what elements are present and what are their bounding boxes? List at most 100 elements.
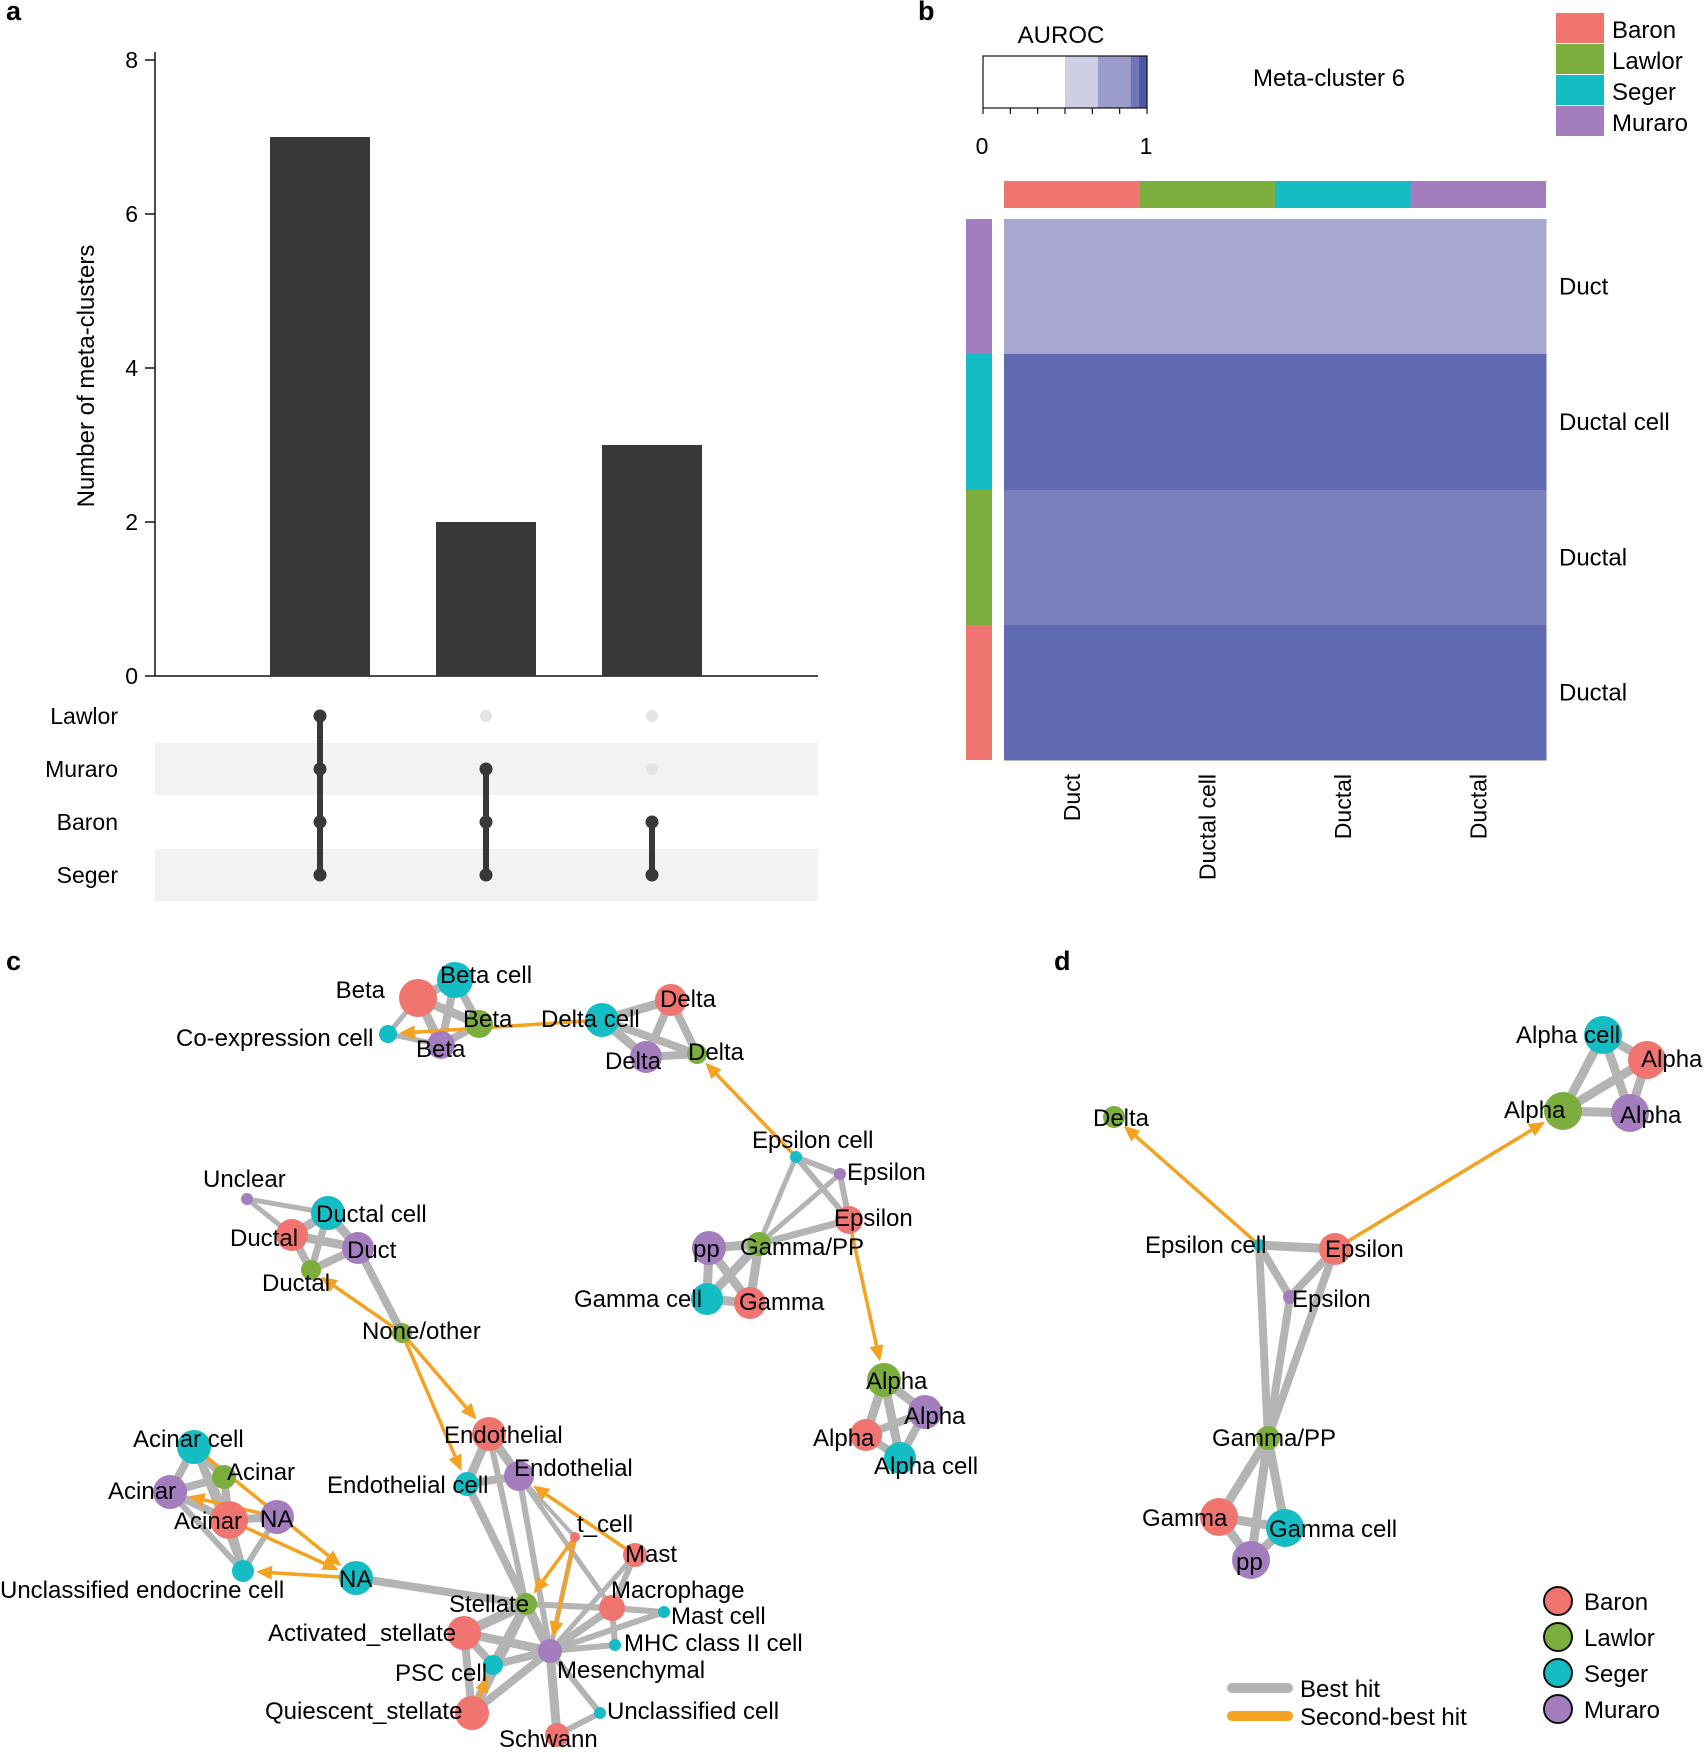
heatmap-cell: [1004, 354, 1140, 491]
best-hit-edge: [547, 1609, 667, 1654]
network-node: [867, 1363, 901, 1397]
node-label: pp: [1236, 1549, 1263, 1576]
network-node: [1266, 1509, 1304, 1547]
network-node: [260, 1500, 294, 1534]
y-tick-label: 8: [125, 47, 138, 73]
node-label: Co-expression cell: [176, 1025, 373, 1052]
second-hit-edge: [545, 1493, 636, 1557]
legend-label: Seger: [1612, 79, 1676, 106]
best-hit-edge: [756, 1154, 799, 1247]
best-hit-edge: [167, 1489, 246, 1574]
second-hit-edge: [541, 1535, 577, 1582]
node-label: Epsilon: [847, 1159, 926, 1186]
node-label: Alpha: [1504, 1097, 1566, 1124]
legend-label: Muraro: [1612, 110, 1688, 137]
y-tick-label: 6: [125, 201, 138, 227]
node-label: Gamma/PP: [1212, 1425, 1336, 1452]
node-label: Epsilon: [1325, 1236, 1404, 1263]
matrix-dot-filled: [479, 762, 493, 776]
second-hit-edge: [554, 1536, 577, 1623]
best-hit-edge: [547, 1552, 638, 1654]
node-label: Acinar: [174, 1508, 242, 1535]
best-hit-edge: [523, 1601, 667, 1615]
network-node: [455, 1472, 479, 1496]
node-label: Epsilon cell: [752, 1127, 873, 1154]
network-node: [437, 962, 473, 998]
node-label: Gamma/PP: [740, 1234, 864, 1261]
node-label: Epsilon cell: [1145, 1232, 1266, 1259]
y-tick-label: 0: [125, 663, 138, 689]
network-node: [1319, 1233, 1351, 1265]
node-label: Epsilon: [834, 1205, 913, 1232]
node-label: Unclear: [203, 1166, 286, 1193]
matrix-dot-filled: [479, 815, 493, 829]
node-label: Endothelial: [444, 1422, 563, 1449]
network-node: [538, 1639, 562, 1663]
second-hit-arrowhead: [188, 1493, 206, 1507]
panel-d-letter: d: [1054, 946, 1071, 976]
legend-label: Second-best hit: [1300, 1704, 1467, 1731]
best-hit-edge: [1246, 1433, 1273, 1565]
second-hit-edge: [715, 1072, 798, 1159]
set-label: Lawlor: [50, 703, 118, 729]
network-node: [427, 1031, 455, 1059]
network-node: [545, 1723, 569, 1747]
second-hit-arrowhead: [1123, 1125, 1141, 1142]
node-label: Unclassified endocrine cell: [0, 1577, 284, 1604]
row-label: Ductal: [1559, 680, 1627, 707]
node-label: Alpha cell: [1516, 1022, 1620, 1049]
colorbar-tick-min: 0: [976, 133, 989, 159]
colorbar-tick-max: 1: [1140, 133, 1153, 159]
network-node: [599, 1595, 625, 1621]
legend-label: Seger: [1584, 1661, 1648, 1688]
column-label: Ductal: [1465, 774, 1491, 839]
heatmap-cell: [1139, 354, 1276, 491]
node-label: Delta: [605, 1048, 662, 1075]
node-label: Ductal: [262, 1270, 330, 1297]
node-label: Endothelial: [514, 1455, 633, 1482]
node-label: Alpha: [866, 1368, 928, 1395]
heatmap-cell: [1275, 490, 1411, 626]
matrix-dot-filled: [479, 868, 493, 882]
node-label: Endothelial cell: [327, 1472, 488, 1499]
network-node: [379, 1025, 397, 1043]
node-label: Unclassified cell: [607, 1698, 779, 1725]
node-label: Mesenchymal: [557, 1657, 705, 1684]
legend-node: [1543, 1658, 1573, 1688]
network-node: [276, 1219, 308, 1251]
legend-swatch: [1556, 75, 1604, 105]
network-node: [241, 1193, 253, 1205]
network-node: [630, 1041, 662, 1073]
node-label: Duct: [347, 1237, 397, 1264]
heatmap-cell: [1275, 354, 1411, 491]
heatmap-cell: [1139, 490, 1276, 626]
node-label: Delta: [688, 1039, 745, 1066]
network-node: [311, 1196, 345, 1230]
network-node: [212, 1465, 236, 1489]
network-node: [447, 1616, 481, 1650]
network-node: [515, 1593, 537, 1615]
colorbar-segment: [1065, 56, 1098, 108]
network-node: [177, 1430, 211, 1464]
legend-node: [1543, 1586, 1573, 1616]
node-label: MHC class II cell: [624, 1630, 803, 1657]
second-hit-edge: [1334, 1128, 1533, 1251]
row-annotation: [966, 354, 992, 490]
second-hit-arrowhead: [475, 1675, 489, 1694]
node-label: None/other: [362, 1318, 481, 1345]
second-hit-arrowhead: [705, 1062, 722, 1080]
panel-b-heatmap: AUROC 0 1 Meta-cluster 6 Duct Ductal cell…: [966, 13, 1688, 880]
legend-swatch: [1556, 44, 1604, 74]
network-node: [1628, 1041, 1666, 1079]
second-hit-edge: [1134, 1134, 1261, 1247]
panel-c-network: Beta Beta cell Beta Beta Co-expression cell D…: [0, 962, 978, 1752]
node-label: Schwann: [499, 1726, 598, 1752]
best-hit-edge: [545, 1646, 562, 1740]
network-node: [1253, 1239, 1265, 1251]
heatmap-cell: [1410, 625, 1547, 761]
node-label: Mast: [625, 1541, 677, 1568]
network-node: [790, 1151, 802, 1163]
best-hit-edge: [547, 1648, 603, 1716]
node-label: Alpha: [904, 1403, 966, 1430]
